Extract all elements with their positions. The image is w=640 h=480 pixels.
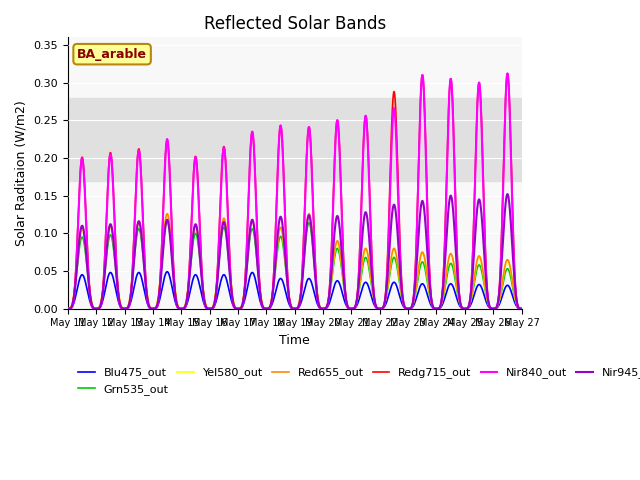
Y-axis label: Solar Raditaion (W/m2): Solar Raditaion (W/m2) [15, 100, 28, 246]
Title: Reflected Solar Bands: Reflected Solar Bands [204, 15, 386, 33]
Bar [68, 97, 522, 180]
X-axis label: Time: Time [280, 334, 310, 347]
Legend: Blu475_out, Grn535_out, Yel580_out, Red655_out, Redg715_out, Nir840_out, Nir945_: Blu475_out, Grn535_out, Yel580_out, Red6… [74, 363, 640, 399]
Text: BA_arable: BA_arable [77, 48, 147, 60]
